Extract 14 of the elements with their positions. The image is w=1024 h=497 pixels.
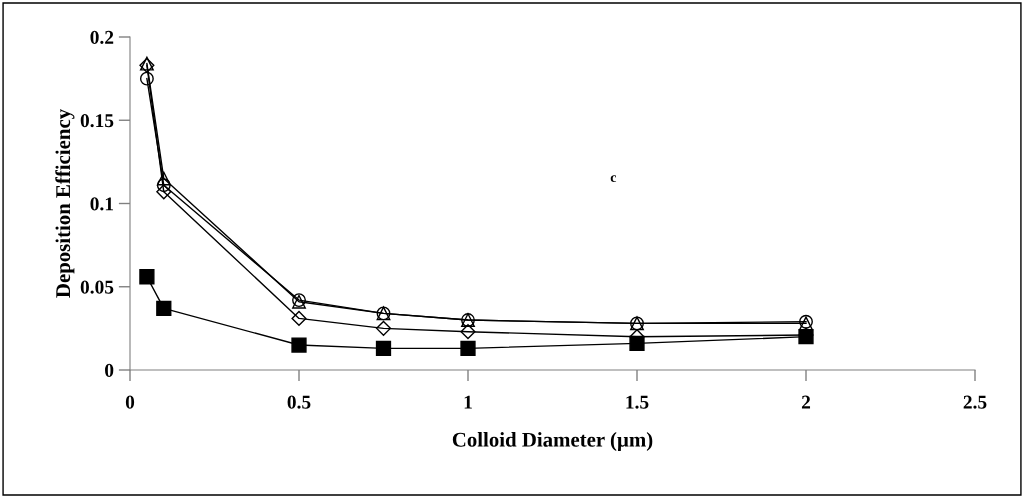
x-tick-label: 2 (801, 395, 811, 409)
x-tick-label: 1 (464, 395, 472, 409)
x-tick-label: 2.5 (963, 395, 987, 409)
x-tick-label: 0 (125, 395, 135, 409)
y-tick-label: 0.2 (90, 30, 114, 45)
y-tick-label: 0 (105, 363, 114, 377)
x-axis-title: Colloid Diameter (µm) (452, 432, 653, 451)
annotation: c (610, 175, 617, 182)
y-axis-title: Deposition Efficiency (55, 109, 75, 298)
y-tick-label: 0.15 (80, 114, 114, 128)
x-tick-label: 1.5 (626, 395, 649, 409)
x-tick-label: 0.5 (287, 395, 311, 409)
y-tick-label: 0.05 (80, 280, 114, 294)
y-tick-label: 0.1 (90, 197, 114, 211)
